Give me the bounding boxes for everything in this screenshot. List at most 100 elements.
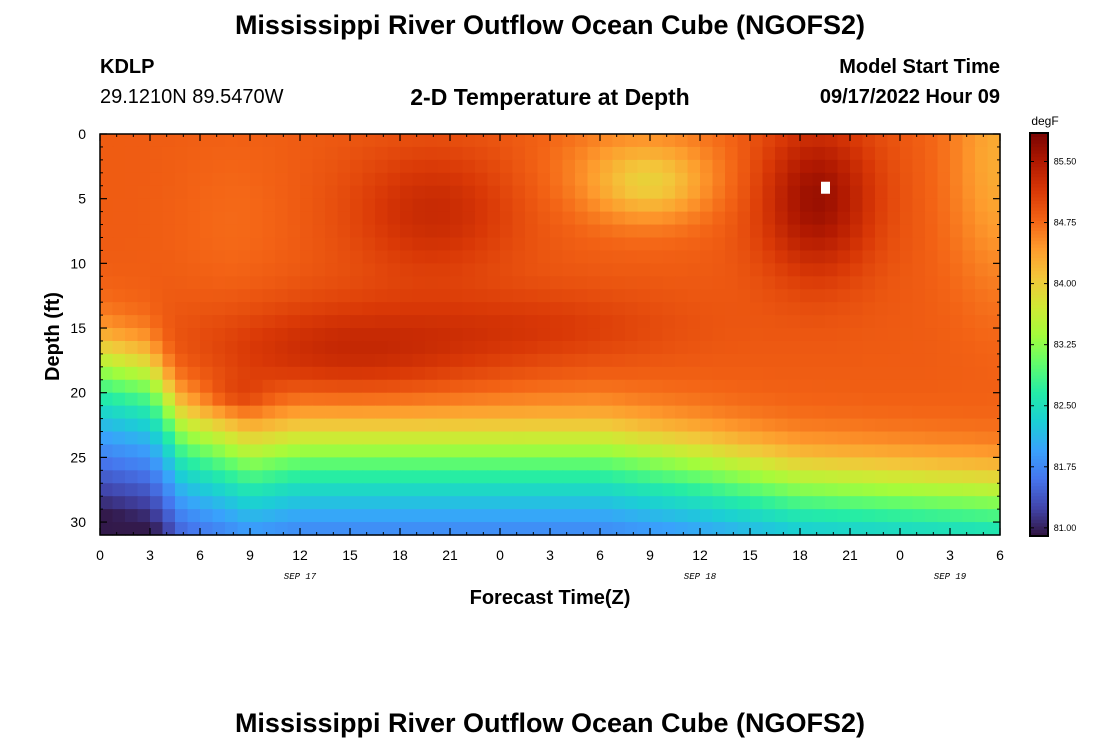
heatmap-cell xyxy=(212,405,226,420)
heatmap-cell xyxy=(800,185,814,200)
heatmap-cell xyxy=(412,146,426,161)
heatmap-cell xyxy=(525,185,539,200)
heatmap-cell xyxy=(612,392,626,407)
heatmap-cell xyxy=(362,263,376,277)
heatmap-cell xyxy=(375,483,389,497)
heatmap-cell xyxy=(650,444,664,458)
heatmap-cell xyxy=(437,392,451,407)
heatmap-cell xyxy=(175,198,189,213)
heatmap-cell xyxy=(450,340,464,355)
heatmap-cell xyxy=(912,224,926,239)
heatmap-cell xyxy=(512,496,526,510)
heatmap-cell xyxy=(525,224,539,239)
heatmap-cell xyxy=(487,457,501,471)
heatmap-cell xyxy=(525,496,539,510)
heatmap-cell xyxy=(237,185,251,200)
colorbar-segment xyxy=(1030,525,1048,530)
heatmap-cell xyxy=(950,328,964,342)
heatmap-cell xyxy=(337,250,351,264)
heatmap-cell xyxy=(900,237,914,252)
heatmap-cell xyxy=(225,522,239,536)
heatmap-cell xyxy=(675,444,689,458)
heatmap-cell xyxy=(312,470,326,484)
heatmap-cell xyxy=(250,444,264,458)
heatmap-cell xyxy=(250,315,264,329)
heatmap-cell xyxy=(837,483,851,497)
heatmap-cell xyxy=(712,379,726,394)
heatmap-cell xyxy=(312,457,326,471)
heatmap-cell xyxy=(787,134,801,148)
heatmap-cell xyxy=(250,509,264,523)
heatmap-cell xyxy=(300,379,314,394)
colorbar-segment xyxy=(1030,267,1048,272)
heatmap-cell xyxy=(875,444,889,458)
chart-subtitle: 2-D Temperature at Depth xyxy=(410,84,690,110)
heatmap-cell xyxy=(662,418,676,433)
heatmap-cell xyxy=(200,418,214,433)
heatmap-cell xyxy=(750,509,764,523)
heatmap-cell xyxy=(500,496,514,510)
heatmap-cell xyxy=(637,302,651,316)
heatmap-cell xyxy=(712,159,726,174)
heatmap-cell xyxy=(462,276,476,290)
heatmap-cell xyxy=(462,263,476,277)
heatmap-cell xyxy=(700,444,714,458)
heatmap-cell xyxy=(337,172,351,187)
heatmap-cell xyxy=(225,134,239,148)
heatmap-cell xyxy=(387,289,401,303)
heatmap-cell xyxy=(225,418,239,433)
heatmap-cell xyxy=(112,237,126,252)
heatmap-cell xyxy=(625,392,639,407)
heatmap-cell xyxy=(850,509,864,523)
heatmap-cell xyxy=(800,483,814,497)
heatmap-cell xyxy=(975,185,989,200)
heatmap-cell xyxy=(937,328,951,342)
heatmap-cell xyxy=(475,483,489,497)
heatmap-cell xyxy=(600,483,614,497)
colorbar-segment xyxy=(1030,475,1048,480)
heatmap-cell xyxy=(575,224,589,239)
heatmap-cell xyxy=(550,263,564,277)
heatmap-cell xyxy=(325,457,339,471)
heatmap-cell xyxy=(450,185,464,200)
heatmap-cell xyxy=(725,483,739,497)
heatmap-cell xyxy=(250,418,264,433)
heatmap-cell xyxy=(200,392,214,407)
heatmap-cell xyxy=(812,392,826,407)
heatmap-cell xyxy=(687,379,701,394)
heatmap-cell xyxy=(775,522,789,536)
heatmap-cell xyxy=(475,315,489,329)
heatmap-cell xyxy=(462,198,476,213)
heatmap-cell xyxy=(687,237,701,252)
heatmap-cell xyxy=(575,211,589,226)
heatmap-cell xyxy=(125,250,139,264)
heatmap-cell xyxy=(287,146,301,161)
heatmap-cell xyxy=(687,457,701,471)
heatmap-cell xyxy=(625,522,639,536)
heatmap-cell xyxy=(400,483,414,497)
heatmap-cell xyxy=(262,431,276,446)
heatmap-cell xyxy=(537,185,551,200)
heatmap-cell xyxy=(637,379,651,394)
heatmap-cell xyxy=(775,470,789,484)
heatmap-cell xyxy=(225,328,239,342)
heatmap-cell xyxy=(850,405,864,420)
heatmap-cell xyxy=(775,353,789,368)
heatmap-cell xyxy=(512,289,526,303)
heatmap-cell xyxy=(750,263,764,277)
heatmap-cell xyxy=(337,198,351,213)
heatmap-cell xyxy=(237,172,251,187)
heatmap-cell xyxy=(475,405,489,420)
heatmap-cell xyxy=(637,483,651,497)
heatmap-cell xyxy=(900,224,914,239)
heatmap-cell xyxy=(650,483,664,497)
heatmap-cell xyxy=(300,172,314,187)
heatmap-cell xyxy=(125,159,139,174)
heatmap-cell xyxy=(300,224,314,239)
heatmap-cell xyxy=(512,470,526,484)
heatmap-cell xyxy=(487,224,501,239)
heatmap-cell xyxy=(987,302,1001,316)
colorbar-segment xyxy=(1030,133,1048,137)
heatmap-cell xyxy=(637,146,651,161)
heatmap-cell xyxy=(200,263,214,277)
